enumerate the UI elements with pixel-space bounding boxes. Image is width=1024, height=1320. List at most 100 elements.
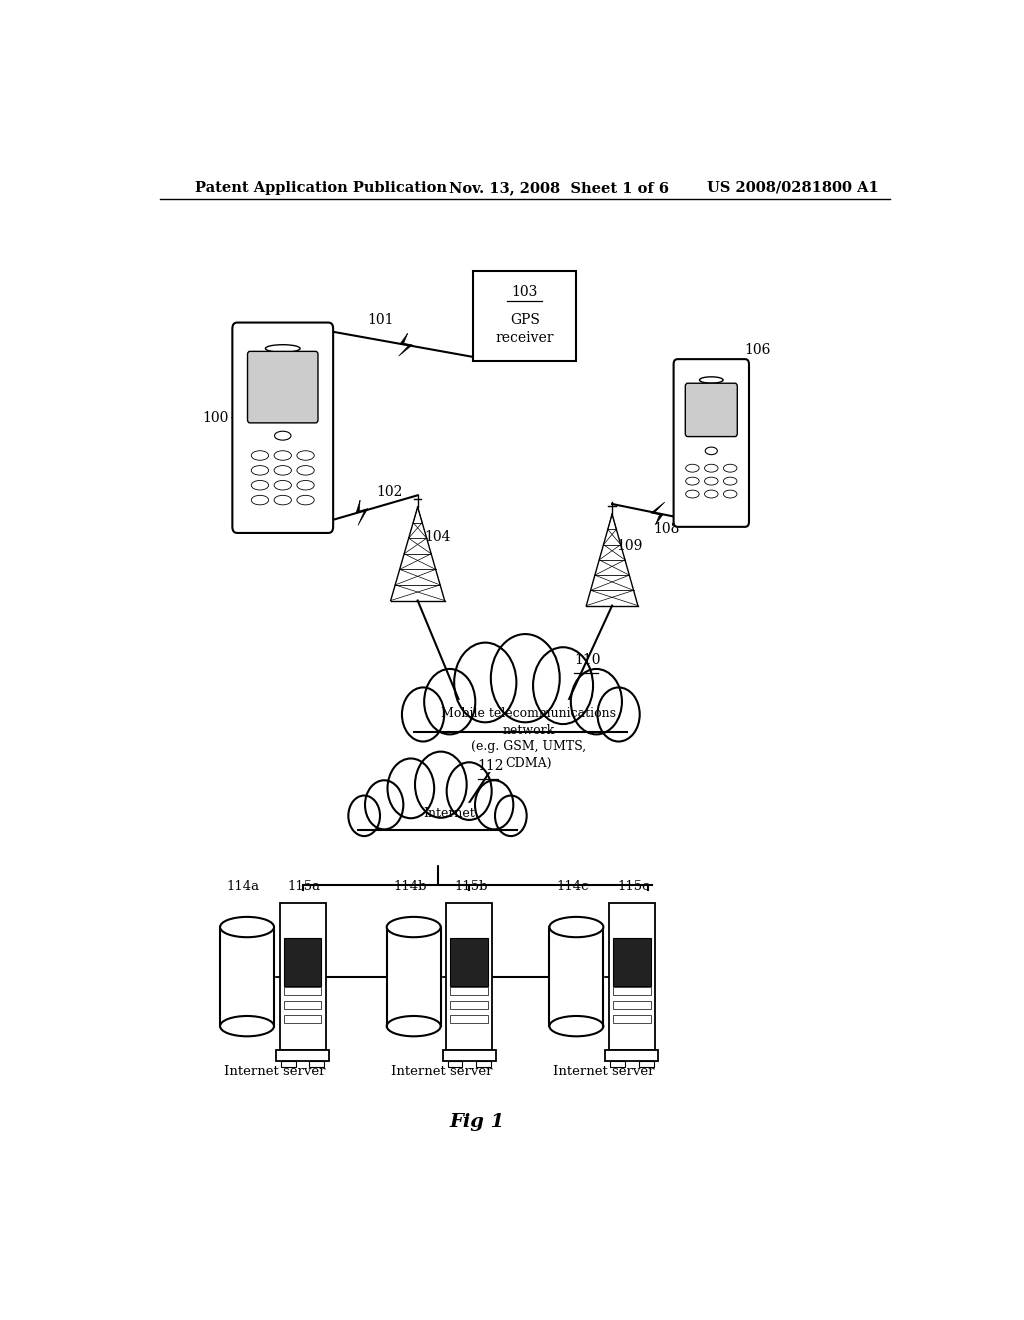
- Text: Internet server: Internet server: [224, 1065, 326, 1078]
- Ellipse shape: [251, 466, 268, 475]
- Text: 115c: 115c: [617, 880, 650, 894]
- Circle shape: [495, 796, 526, 836]
- Text: Internet server: Internet server: [391, 1065, 493, 1078]
- FancyBboxPatch shape: [248, 351, 318, 422]
- Text: 115b: 115b: [454, 880, 487, 894]
- Ellipse shape: [550, 1016, 603, 1036]
- Bar: [351, 818, 524, 865]
- Ellipse shape: [387, 917, 440, 937]
- Polygon shape: [651, 502, 665, 524]
- Bar: [609, 903, 655, 1051]
- Ellipse shape: [705, 477, 718, 484]
- Ellipse shape: [686, 490, 699, 498]
- Bar: [476, 1060, 490, 1067]
- Ellipse shape: [297, 466, 314, 475]
- Bar: [613, 1002, 651, 1010]
- Ellipse shape: [686, 465, 699, 473]
- Ellipse shape: [274, 495, 292, 504]
- Bar: [610, 1060, 625, 1067]
- Bar: [406, 718, 636, 771]
- Bar: [284, 1002, 322, 1010]
- Circle shape: [365, 780, 403, 829]
- Ellipse shape: [699, 376, 723, 383]
- Bar: [451, 987, 488, 995]
- Polygon shape: [398, 334, 413, 356]
- Ellipse shape: [251, 495, 268, 504]
- Bar: [280, 903, 326, 1051]
- Bar: [473, 271, 577, 360]
- Circle shape: [446, 762, 492, 820]
- Text: Nov. 13, 2008  Sheet 1 of 6: Nov. 13, 2008 Sheet 1 of 6: [450, 181, 670, 195]
- Bar: [354, 803, 521, 830]
- Bar: [284, 1015, 322, 1023]
- Bar: [447, 1060, 463, 1067]
- Text: 114a: 114a: [226, 880, 260, 894]
- Bar: [281, 1060, 296, 1067]
- Text: 114c: 114c: [556, 880, 589, 894]
- Ellipse shape: [550, 917, 603, 937]
- Text: 109: 109: [616, 539, 642, 553]
- Text: receiver: receiver: [496, 331, 554, 346]
- Text: 102: 102: [376, 486, 402, 499]
- Bar: [276, 1051, 329, 1060]
- Bar: [451, 1015, 488, 1023]
- FancyBboxPatch shape: [685, 383, 737, 437]
- Text: 103: 103: [512, 285, 538, 298]
- Bar: [387, 927, 440, 1026]
- Circle shape: [415, 751, 467, 818]
- Bar: [410, 700, 632, 731]
- Circle shape: [402, 688, 444, 742]
- Text: Patent Application Publication: Patent Application Publication: [196, 181, 447, 195]
- Ellipse shape: [265, 345, 300, 352]
- Ellipse shape: [274, 450, 292, 461]
- Bar: [309, 1060, 325, 1067]
- Text: 101: 101: [367, 313, 393, 327]
- Ellipse shape: [723, 490, 737, 498]
- Ellipse shape: [274, 466, 292, 475]
- Circle shape: [534, 647, 593, 725]
- Text: 110: 110: [574, 653, 601, 668]
- Bar: [284, 987, 322, 995]
- Ellipse shape: [297, 450, 314, 461]
- Text: 104: 104: [424, 531, 451, 544]
- Text: 112: 112: [477, 759, 504, 774]
- Circle shape: [597, 688, 640, 742]
- Text: Fig 1: Fig 1: [450, 1113, 505, 1131]
- Ellipse shape: [297, 495, 314, 504]
- Text: 115a: 115a: [288, 880, 321, 894]
- FancyBboxPatch shape: [674, 359, 749, 527]
- Bar: [220, 927, 274, 1026]
- Circle shape: [348, 796, 380, 836]
- Ellipse shape: [705, 465, 718, 473]
- Text: Internet server: Internet server: [553, 1065, 655, 1078]
- Circle shape: [475, 780, 513, 829]
- Bar: [550, 927, 603, 1026]
- Text: Mobile telecommunications
network
(e.g. GSM, UMTS,
CDMA): Mobile telecommunications network (e.g. …: [441, 708, 616, 770]
- Text: 108: 108: [653, 523, 680, 536]
- Ellipse shape: [274, 480, 292, 490]
- Bar: [442, 1051, 496, 1060]
- Bar: [451, 937, 488, 986]
- Ellipse shape: [220, 917, 274, 937]
- Bar: [605, 1051, 658, 1060]
- Bar: [613, 937, 651, 986]
- Circle shape: [570, 669, 622, 734]
- Ellipse shape: [387, 1016, 440, 1036]
- Ellipse shape: [220, 1016, 274, 1036]
- Ellipse shape: [686, 477, 699, 484]
- Ellipse shape: [297, 480, 314, 490]
- Ellipse shape: [723, 477, 737, 484]
- Bar: [451, 1002, 488, 1010]
- Text: 114b: 114b: [393, 880, 426, 894]
- Text: US 2008/0281800 A1: US 2008/0281800 A1: [708, 181, 879, 195]
- Ellipse shape: [274, 432, 291, 440]
- Text: Internet: Internet: [424, 807, 475, 820]
- Ellipse shape: [251, 450, 268, 461]
- Text: GPS: GPS: [510, 313, 540, 327]
- Text: 100: 100: [203, 411, 228, 425]
- Ellipse shape: [365, 793, 511, 843]
- Bar: [639, 1060, 653, 1067]
- Circle shape: [455, 643, 516, 722]
- Ellipse shape: [423, 688, 618, 747]
- Ellipse shape: [706, 447, 718, 454]
